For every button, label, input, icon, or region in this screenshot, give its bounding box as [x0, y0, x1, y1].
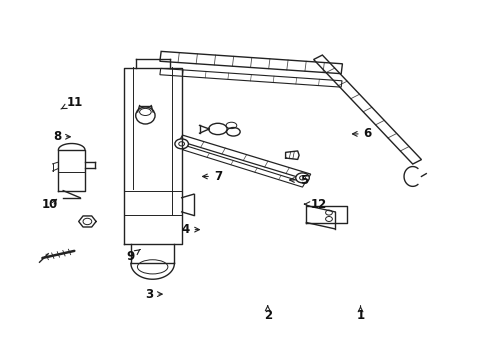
Text: 11: 11: [61, 95, 82, 109]
Circle shape: [175, 139, 188, 149]
Text: 3: 3: [145, 288, 162, 301]
Text: 12: 12: [304, 198, 326, 211]
Text: 5: 5: [289, 174, 307, 186]
Text: 1: 1: [356, 306, 364, 322]
Text: 10: 10: [42, 198, 58, 211]
Text: 2: 2: [263, 306, 271, 322]
Circle shape: [295, 173, 308, 183]
Text: 8: 8: [53, 130, 70, 143]
Text: 6: 6: [352, 127, 371, 140]
Text: 9: 9: [126, 249, 140, 263]
Text: 4: 4: [181, 223, 199, 236]
Text: 7: 7: [202, 170, 222, 183]
